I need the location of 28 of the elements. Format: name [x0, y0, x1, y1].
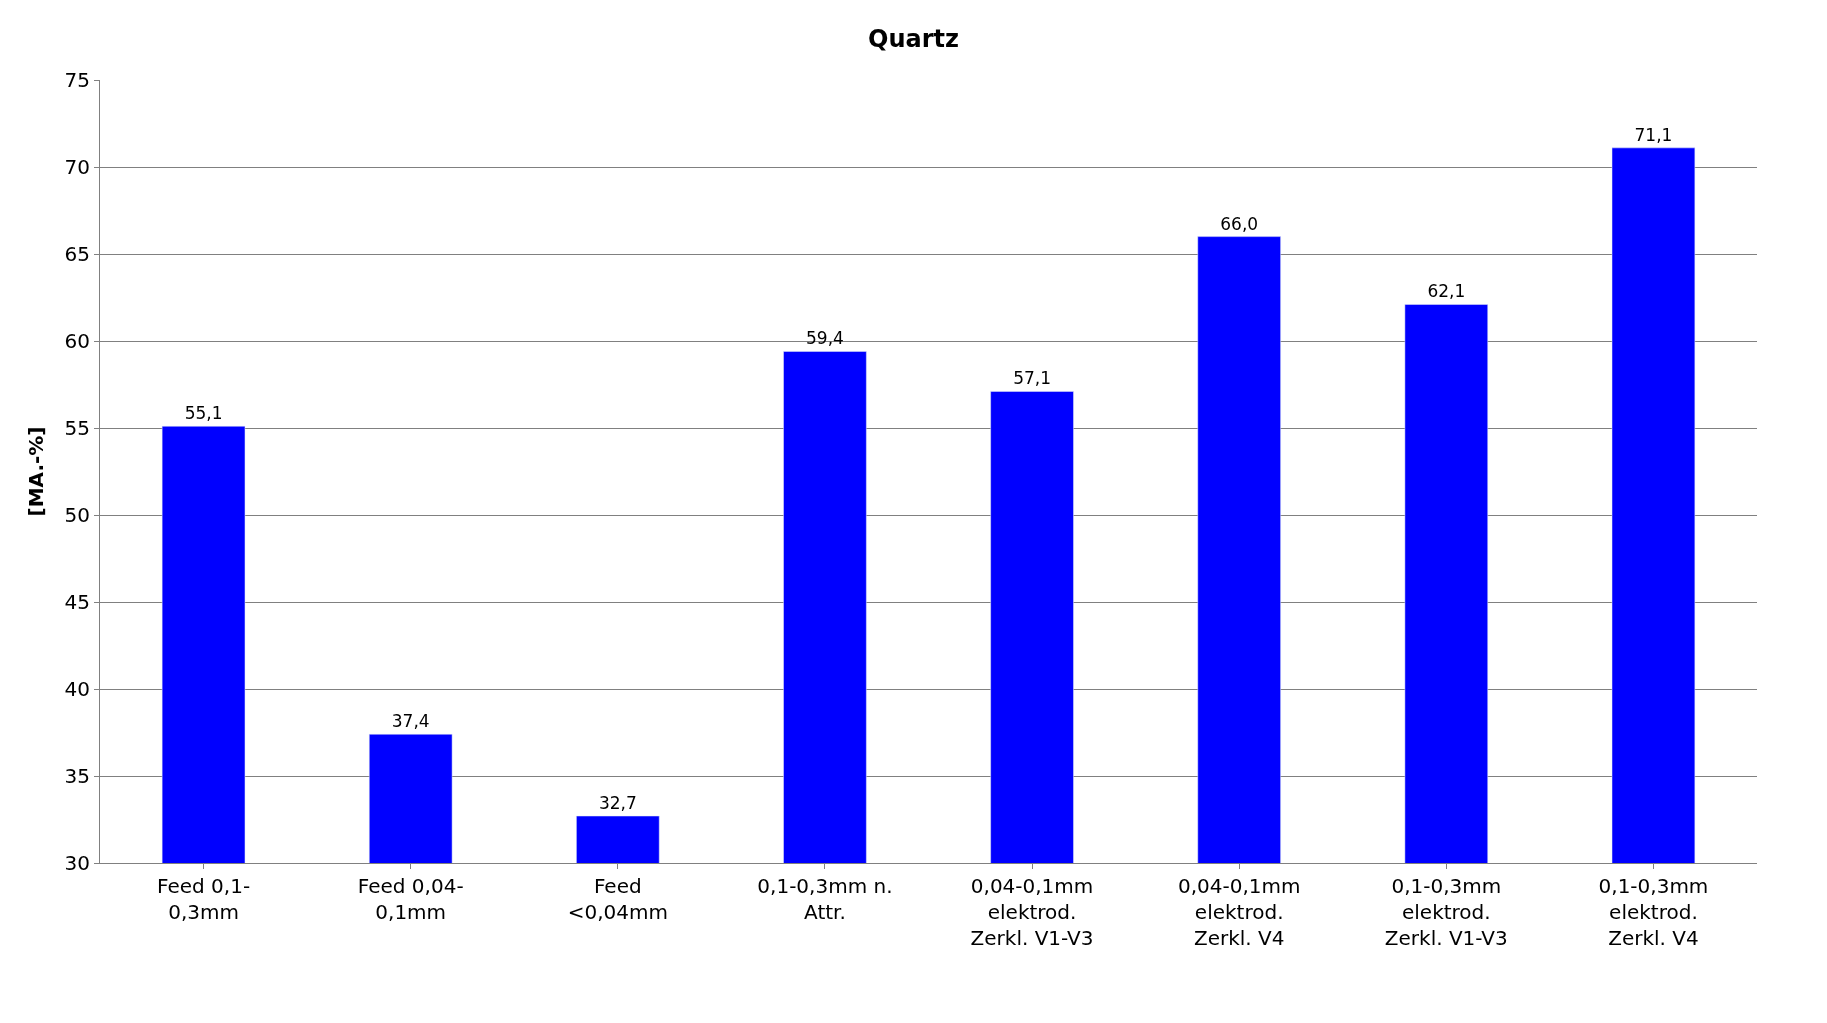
x-tick-label: 0,1-0,3mm elektrod. Zerkl. V1-V3 — [1384, 874, 1508, 950]
y-tick-label: 70 — [64, 155, 90, 179]
x-tick-label: 0,04-0,1mm elektrod. Zerkl. V1-V3 — [970, 874, 1094, 950]
data-label: 66,0 — [1220, 213, 1259, 234]
data-label: 55,1 — [184, 403, 223, 424]
data-label: 37,4 — [391, 711, 430, 732]
y-tick-label: 60 — [64, 329, 90, 353]
x-tick-label: Feed 0,04- 0,1mm — [357, 874, 464, 924]
y-axis-title: [MA.-%] — [24, 426, 49, 517]
x-tick-label: 0,1-0,3mm elektrod. Zerkl. V4 — [1598, 874, 1709, 950]
data-label: 57,1 — [1013, 368, 1051, 389]
x-tick-label: Feed 0,1- 0,3mm — [157, 874, 251, 924]
y-tick-label: 75 — [64, 68, 90, 92]
y-tick-label: 35 — [64, 764, 90, 788]
data-label: 71,1 — [1634, 124, 1673, 145]
chart-title: Quartz — [868, 25, 959, 54]
data-label: 62,1 — [1427, 281, 1466, 302]
y-tick-label: 40 — [64, 677, 90, 701]
data-label: 32,7 — [598, 793, 637, 814]
y-tick-label: 65 — [64, 242, 90, 266]
x-tick-label: Feed <0,04mm — [567, 874, 668, 924]
x-tick-label: 0,04-0,1mm elektrod. Zerkl. V4 — [1177, 874, 1301, 950]
x-tick-label: 0,1-0,3mm n. Attr. — [757, 874, 893, 924]
y-tick-label: 55 — [64, 416, 90, 440]
data-label: 59,4 — [806, 328, 844, 349]
y-tick-label: 45 — [64, 590, 90, 614]
y-tick-label: 50 — [64, 503, 90, 527]
y-tick-label: 30 — [64, 851, 90, 875]
